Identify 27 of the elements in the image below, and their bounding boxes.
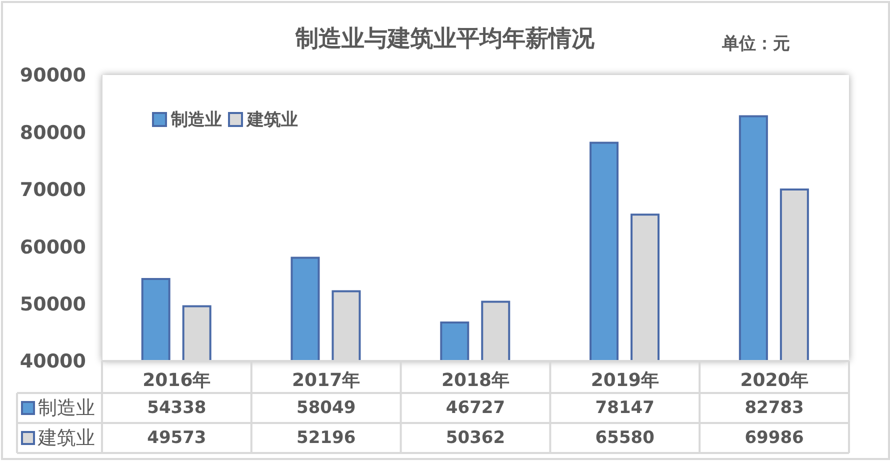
legend-label: 建筑业 xyxy=(247,110,298,130)
data-label: 78147 xyxy=(595,398,654,418)
y-tick-label: 80000 xyxy=(20,122,86,144)
y-tick-label: 40000 xyxy=(20,350,86,373)
x-tick-label: 2017年 xyxy=(292,370,360,391)
y-tick-label: 60000 xyxy=(20,236,86,258)
legend-label: 制造业 xyxy=(171,110,222,130)
data-label: 50362 xyxy=(446,428,506,448)
x-tick-label: 2019年 xyxy=(590,370,659,391)
y-tick-label: 50000 xyxy=(20,294,86,316)
data-label: 54338 xyxy=(147,398,206,418)
data-label: 49573 xyxy=(147,428,206,448)
data-label: 52196 xyxy=(296,428,356,448)
data-label: 46727 xyxy=(446,398,506,418)
x-tick-label: 2016年 xyxy=(142,370,211,391)
data-label: 65580 xyxy=(595,428,654,448)
text: 制造业 xyxy=(38,397,95,419)
y-tick-label: 70000 xyxy=(20,179,86,202)
x-tick-label: 2018年 xyxy=(441,370,510,391)
text: 建筑业 xyxy=(38,427,95,449)
x-tick-label: 2020年 xyxy=(740,370,808,391)
chart-title: 制造业与建筑业平均年薪情况 xyxy=(296,26,594,52)
y-tick-label: 90000 xyxy=(20,64,86,87)
data-label: 82783 xyxy=(744,398,804,418)
data-label: 69986 xyxy=(744,428,804,448)
data-label: 58049 xyxy=(296,398,356,418)
text: 单位：元 xyxy=(722,34,790,54)
